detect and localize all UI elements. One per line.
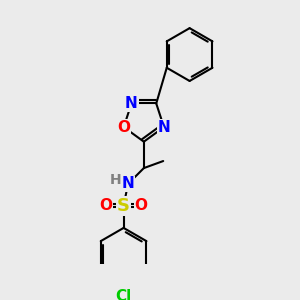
Text: N: N [122, 176, 134, 191]
Text: Cl: Cl [116, 289, 132, 300]
Text: O: O [135, 198, 148, 213]
Text: O: O [117, 120, 130, 135]
Text: H: H [110, 172, 122, 187]
Text: N: N [158, 120, 170, 135]
Text: O: O [100, 198, 112, 213]
Text: N: N [125, 96, 138, 111]
Text: S: S [117, 197, 130, 215]
